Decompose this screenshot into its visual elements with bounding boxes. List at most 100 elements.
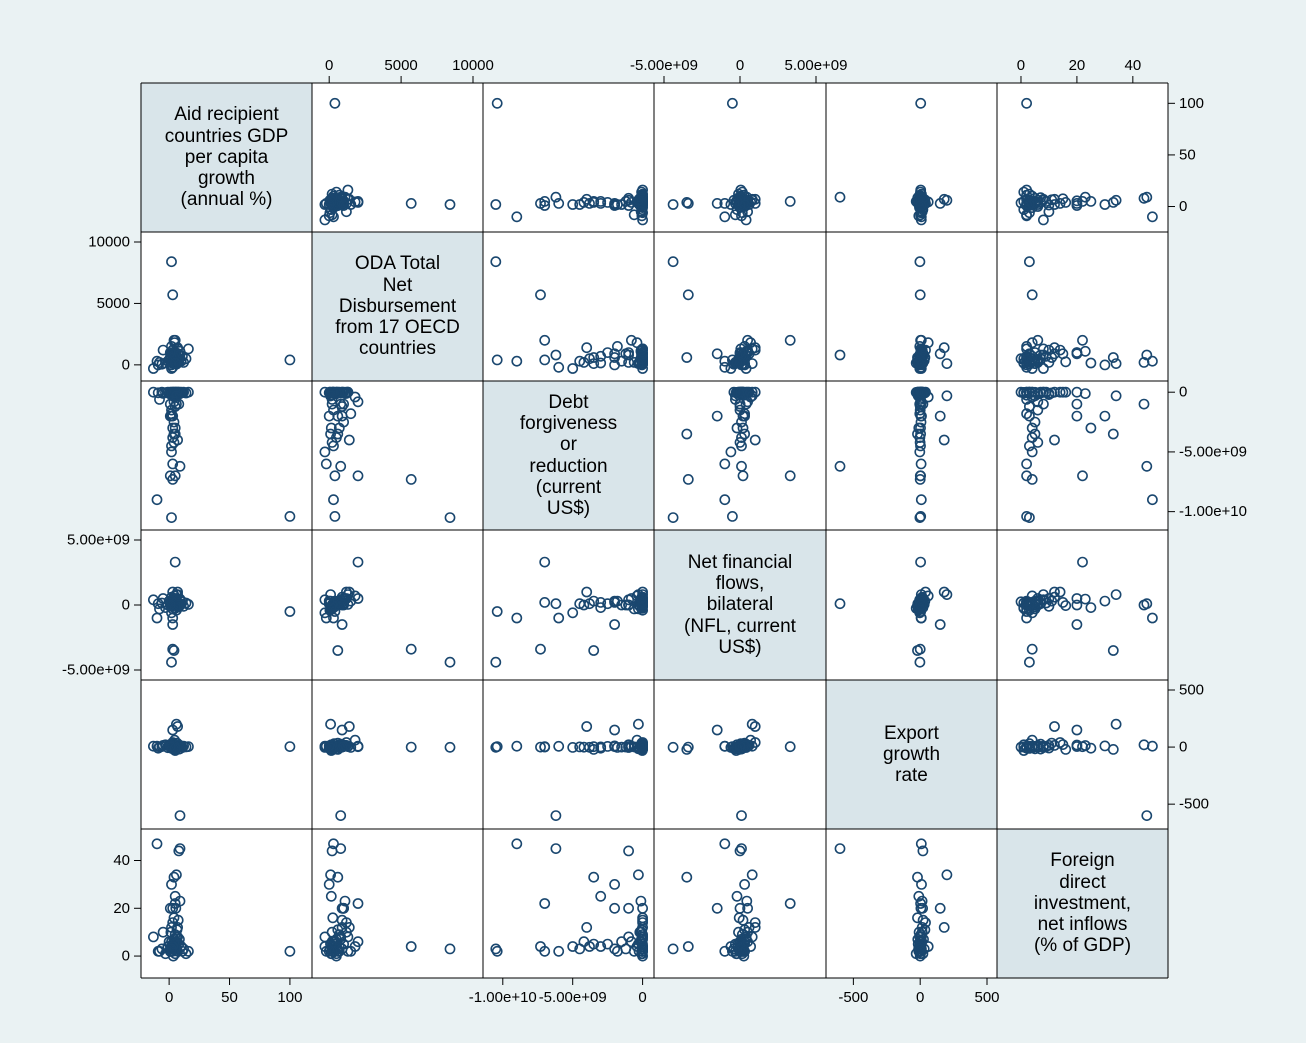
- data-point: [913, 422, 925, 434]
- tick-label: 500: [974, 989, 999, 1006]
- data-point: [333, 422, 345, 434]
- data-point: [444, 512, 456, 523]
- data-point: [667, 256, 679, 268]
- data-point: [633, 718, 644, 730]
- data-point: [914, 404, 926, 416]
- data-point: [336, 619, 348, 630]
- data-point: [174, 810, 186, 821]
- data-point: [915, 838, 927, 850]
- data-point: [539, 597, 551, 608]
- scatter-cell: [834, 256, 953, 374]
- data-point: [1021, 606, 1032, 617]
- data-point: [1077, 470, 1088, 482]
- data-point: [284, 741, 296, 752]
- data-point: [637, 914, 648, 926]
- data-point: [628, 356, 640, 368]
- data-point: [332, 871, 344, 883]
- data-point: [934, 902, 946, 914]
- data-point: [609, 352, 620, 363]
- data-point: [323, 879, 335, 890]
- data-point: [1107, 645, 1119, 656]
- scatter-cell: [667, 386, 796, 523]
- data-point: [1071, 410, 1083, 422]
- data-point: [151, 612, 163, 624]
- data-point: [1026, 337, 1038, 349]
- data-point: [164, 741, 176, 752]
- data-point: [623, 599, 634, 611]
- scatter-cell: [319, 97, 456, 226]
- data-point: [739, 879, 750, 890]
- data-point: [567, 607, 579, 619]
- data-point: [915, 556, 926, 568]
- data-point: [913, 357, 925, 369]
- data-point: [490, 256, 502, 268]
- data-point: [323, 199, 335, 210]
- data-point: [915, 97, 927, 109]
- data-point: [915, 440, 926, 452]
- data-point: [916, 359, 927, 371]
- data-point: [581, 721, 593, 732]
- data-point: [719, 355, 731, 367]
- data-point: [915, 347, 927, 358]
- data-point: [1138, 739, 1150, 751]
- data-point: [284, 945, 296, 957]
- data-point: [1057, 597, 1069, 608]
- scatter-cell: [147, 838, 296, 962]
- data-point: [784, 741, 796, 753]
- data-point: [172, 914, 184, 926]
- data-point: [325, 890, 337, 902]
- data-point: [550, 191, 562, 203]
- data-point: [1071, 599, 1083, 611]
- scatter-cell: [667, 97, 796, 226]
- data-point: [711, 197, 723, 209]
- data-point: [567, 199, 579, 210]
- diagonal-cell: [826, 680, 997, 829]
- data-point: [913, 602, 925, 613]
- tick-label: -1.00e+10: [469, 989, 537, 1006]
- data-point: [1099, 199, 1111, 210]
- data-point: [167, 643, 179, 655]
- data-point: [539, 898, 551, 909]
- data-point: [340, 387, 352, 399]
- data-point: [682, 741, 694, 753]
- data-point: [328, 838, 339, 850]
- data-point: [1021, 470, 1032, 482]
- data-point: [635, 740, 647, 751]
- data-point: [490, 943, 502, 955]
- scatter-cell: [319, 718, 456, 821]
- data-point: [584, 941, 595, 952]
- data-point: [151, 740, 163, 752]
- data-point: [637, 945, 648, 957]
- data-point: [511, 838, 523, 850]
- tick-label: 50: [1179, 146, 1196, 163]
- data-point: [169, 422, 181, 434]
- data-point: [332, 428, 344, 440]
- scatter-cell: [319, 556, 456, 668]
- data-point: [626, 936, 637, 948]
- scatter-cell: [490, 838, 648, 962]
- data-point: [553, 197, 565, 209]
- data-point: [609, 740, 620, 752]
- data-point: [915, 211, 927, 223]
- tick-label: 5.00e+09: [67, 532, 130, 549]
- data-point: [915, 470, 926, 482]
- data-point: [1147, 612, 1158, 624]
- data-point: [352, 741, 364, 753]
- data-point: [681, 352, 693, 363]
- data-point: [915, 599, 927, 611]
- data-point: [588, 744, 600, 755]
- data-point: [915, 511, 927, 522]
- data-point: [1032, 334, 1044, 346]
- scatter-cell: [1015, 386, 1158, 523]
- data-point: [491, 97, 503, 109]
- data-point: [742, 206, 753, 218]
- data-point: [602, 938, 613, 950]
- data-point: [681, 428, 693, 440]
- data-point: [934, 619, 946, 630]
- data-point: [725, 446, 737, 458]
- data-point: [323, 595, 335, 607]
- data-point: [1060, 600, 1072, 611]
- data-point: [1021, 209, 1032, 221]
- data-point: [147, 931, 159, 943]
